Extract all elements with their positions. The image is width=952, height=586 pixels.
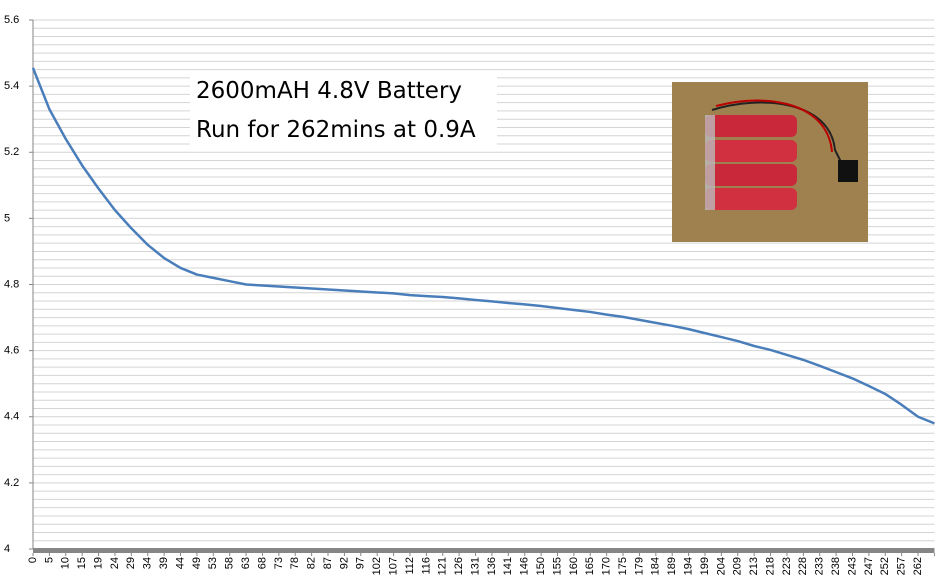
line [31, 67, 935, 425]
x-tick-label: 63 [240, 557, 252, 569]
x-tick-label: 87 [322, 557, 334, 569]
x-tick-label: 107 [387, 557, 399, 575]
x-tick-label: 44 [174, 557, 186, 569]
annotation: 2600mAH 4.8V Battery [196, 78, 462, 104]
x-tick-label: 0 [27, 557, 39, 563]
x-tick-label: 238 [830, 557, 842, 575]
x-axis [33, 548, 935, 553]
x-tick-label: 24 [109, 557, 121, 569]
x-tick-label: 228 [797, 557, 809, 575]
x-tick-label: 252 [879, 557, 891, 575]
x-tick-label: 58 [224, 557, 236, 569]
x-tick-label: 68 [256, 557, 268, 569]
x-tick-label: 257 [896, 557, 908, 575]
x-tick-label: 189 [666, 557, 678, 575]
x-tick-label: 218 [764, 557, 776, 575]
x-tick-label: 194 [683, 557, 695, 575]
annotation-box [190, 72, 497, 150]
x-tick-label: 102 [371, 557, 383, 575]
x-tick-label: 247 [863, 557, 875, 575]
x-tick-label: 184 [650, 557, 662, 575]
x-tick-label: 160 [568, 557, 580, 575]
x-tick-label: 97 [355, 557, 367, 569]
x-tick-label: 146 [519, 557, 531, 575]
x-tick-label: 34 [142, 557, 154, 569]
y-tick-label: 5 [4, 212, 10, 224]
x-tick-label: 112 [404, 557, 416, 575]
x-tick-label: 73 [273, 557, 285, 569]
annotation: Run for 262mins at 0.9A [196, 117, 476, 143]
x-tick-label: 233 [814, 557, 826, 575]
battery-photo [672, 82, 868, 242]
x-tick-label: 223 [781, 557, 793, 575]
y-tick-label: 4.8 [4, 278, 19, 290]
x-tick-label: 209 [732, 557, 744, 575]
x-tick-label: 39 [158, 557, 170, 569]
x-tick-label: 204 [715, 557, 727, 575]
x-tick-label: 5 [43, 557, 55, 563]
x-tick-label: 126 [453, 557, 465, 575]
x-tick-label: 170 [601, 557, 613, 575]
y-tick-label: 4.4 [4, 411, 19, 423]
x-tick-label: 10 [60, 557, 72, 569]
x-tick-label: 116 [420, 557, 432, 575]
y-tick-label: 5.2 [4, 146, 19, 158]
x-tick-label: 82 [306, 557, 318, 569]
x-tick-label: 213 [748, 557, 760, 575]
y-tick-label: 5.4 [4, 80, 19, 92]
x-tick-label: 49 [191, 557, 203, 569]
x-tick-label: 136 [486, 557, 498, 575]
x-tick-label: 199 [699, 557, 711, 575]
x-tick-label: 53 [207, 557, 219, 569]
x-tick-label: 155 [551, 557, 563, 575]
x-tick-label: 92 [338, 557, 350, 569]
x-tick-label: 179 [633, 557, 645, 575]
y-tick-label: 4 [4, 543, 10, 555]
y-tick-label: 4.2 [4, 477, 19, 489]
x-tick-label: 150 [535, 557, 547, 575]
x-tick-label: 78 [289, 557, 301, 569]
x-tick-label: 29 [125, 557, 137, 569]
y-tick-label: 4.6 [4, 345, 19, 357]
x-tick-label: 15 [76, 557, 88, 569]
x-tick-label: 19 [92, 557, 104, 569]
x-tick-label: 175 [617, 557, 629, 575]
x-tick-label: 131 [469, 557, 481, 575]
x-tick-label: 121 [437, 557, 449, 575]
x-tick-label: 141 [502, 557, 514, 575]
x-tick-label: 243 [846, 557, 858, 575]
y-tick-label: 5.6 [4, 14, 19, 26]
x-tick-label: 262 [912, 557, 924, 575]
x-tick-label: 165 [584, 557, 596, 575]
